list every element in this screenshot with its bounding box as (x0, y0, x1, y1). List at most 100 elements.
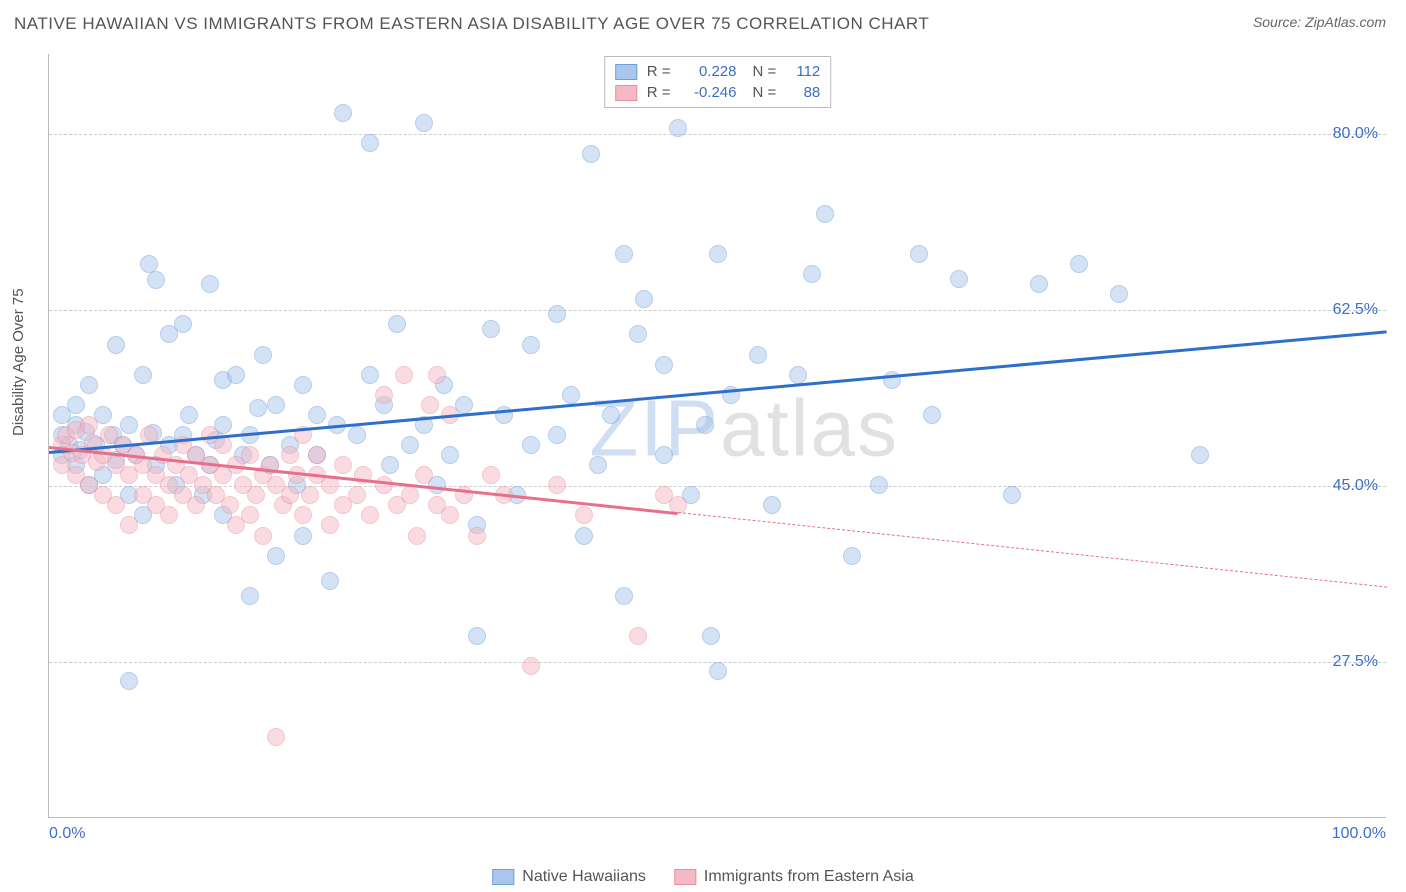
data-point (548, 305, 566, 323)
data-point (321, 516, 339, 534)
data-point (254, 527, 272, 545)
data-point (107, 496, 125, 514)
trend-line (49, 330, 1387, 453)
chart-title: NATIVE HAWAIIAN VS IMMIGRANTS FROM EASTE… (14, 14, 929, 34)
data-point (522, 657, 540, 675)
data-point (669, 119, 687, 137)
data-point (709, 245, 727, 263)
legend-swatch (492, 869, 514, 885)
data-point (629, 325, 647, 343)
data-point (214, 436, 232, 454)
legend-row: R =-0.246N =88 (615, 82, 821, 103)
data-point (702, 627, 720, 645)
data-point (923, 406, 941, 424)
data-point (361, 366, 379, 384)
data-point (1191, 446, 1209, 464)
r-label: R = (647, 84, 671, 101)
data-point (321, 476, 339, 494)
data-point (749, 346, 767, 364)
trend-line (49, 446, 678, 515)
data-point (522, 336, 540, 354)
data-point (294, 376, 312, 394)
data-point (67, 396, 85, 414)
data-point (522, 436, 540, 454)
data-point (241, 446, 259, 464)
data-point (575, 506, 593, 524)
data-point (120, 672, 138, 690)
data-point (548, 426, 566, 444)
data-point (615, 587, 633, 605)
data-point (589, 456, 607, 474)
data-point (301, 486, 319, 504)
legend-swatch (615, 85, 637, 101)
n-label: N = (753, 63, 777, 80)
y-axis-label: Disability Age Over 75 (10, 288, 27, 436)
data-point (615, 245, 633, 263)
chart-header: NATIVE HAWAIIAN VS IMMIGRANTS FROM EASTE… (0, 0, 1406, 40)
legend-row: R =0.228N =112 (615, 61, 821, 82)
data-point (415, 114, 433, 132)
data-point (428, 366, 446, 384)
data-point (308, 406, 326, 424)
data-point (408, 527, 426, 545)
data-point (696, 416, 714, 434)
correlation-legend: R =0.228N =112R =-0.246N =88 (604, 56, 832, 108)
n-value: 112 (786, 63, 820, 80)
y-tick-label: 45.0% (1333, 477, 1378, 495)
data-point (415, 466, 433, 484)
n-value: 88 (786, 84, 820, 101)
data-point (401, 436, 419, 454)
data-point (482, 320, 500, 338)
data-point (241, 587, 259, 605)
data-point (468, 627, 486, 645)
data-point (160, 506, 178, 524)
series-legend: Native HawaiiansImmigrants from Eastern … (492, 868, 913, 886)
watermark-rest: atlas (720, 383, 899, 472)
r-label: R = (647, 63, 671, 80)
data-point (361, 506, 379, 524)
x-tick-min: 0.0% (49, 825, 85, 843)
data-point (401, 486, 419, 504)
data-point (482, 466, 500, 484)
data-point (655, 446, 673, 464)
n-label: N = (753, 84, 777, 101)
y-tick-label: 62.5% (1333, 301, 1378, 319)
data-point (281, 486, 299, 504)
data-point (468, 527, 486, 545)
data-point (147, 271, 165, 289)
data-point (80, 416, 98, 434)
data-point (421, 396, 439, 414)
data-point (294, 527, 312, 545)
data-point (221, 496, 239, 514)
gridline (49, 134, 1386, 135)
data-point (441, 506, 459, 524)
data-point (348, 426, 366, 444)
data-point (180, 406, 198, 424)
data-point (348, 486, 366, 504)
data-point (629, 627, 647, 645)
data-point (1110, 285, 1128, 303)
data-point (267, 547, 285, 565)
data-point (562, 386, 580, 404)
legend-label: Immigrants from Eastern Asia (704, 868, 914, 886)
data-point (227, 366, 245, 384)
data-point (602, 406, 620, 424)
x-tick-max: 100.0% (1332, 825, 1386, 843)
data-point (174, 315, 192, 333)
data-point (120, 516, 138, 534)
data-point (575, 527, 593, 545)
trend-line-extrapolated (678, 512, 1387, 588)
data-point (1003, 486, 1021, 504)
legend-item: Immigrants from Eastern Asia (674, 868, 914, 886)
data-point (548, 476, 566, 494)
data-point (267, 728, 285, 746)
data-point (803, 265, 821, 283)
data-point (241, 506, 259, 524)
data-point (294, 506, 312, 524)
gridline (49, 310, 1386, 311)
legend-swatch (674, 869, 696, 885)
data-point (334, 456, 352, 474)
data-point (388, 315, 406, 333)
data-point (247, 486, 265, 504)
data-point (789, 366, 807, 384)
